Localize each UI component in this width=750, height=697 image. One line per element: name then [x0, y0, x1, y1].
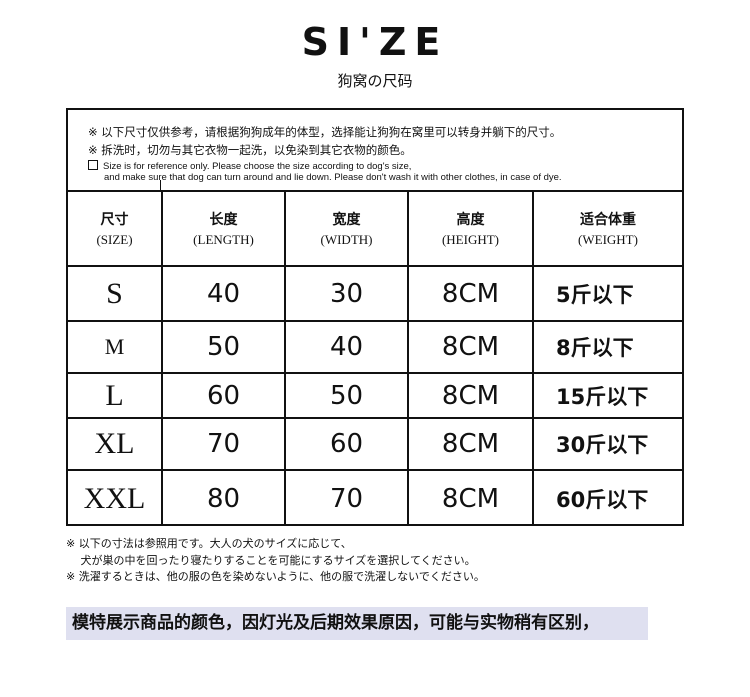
cell-height: 8CM [407, 320, 534, 374]
header-weight: 适合体重 (WEIGHT) [532, 190, 682, 267]
cell-size: XXL [68, 469, 163, 526]
header-en: (WIDTH) [320, 232, 373, 247]
header-cn: 长度 [209, 212, 238, 228]
table-row: XL 70 60 8CM 30斤以下 [68, 417, 682, 471]
header-cn: 高度 [456, 212, 485, 228]
note-en: Size is for reference only. Please choos… [88, 160, 562, 183]
cell-width: 60 [284, 417, 409, 471]
page-title: SI'ZE [301, 20, 449, 64]
divider-tick [160, 180, 161, 190]
notes-section: ※ 以下尺寸仅供参考，请根据狗狗成年的体型，选择能让狗狗在窝里可以转身并躺下的尺… [68, 110, 682, 192]
cell-height: 8CM [407, 417, 534, 471]
cell-height: 8CM [407, 265, 534, 322]
header-en: (LENGTH) [193, 232, 254, 247]
cell-size: M [68, 320, 163, 374]
cell-height: 8CM [407, 469, 534, 526]
size-table: 尺寸 (SIZE) 长度 (LENGTH) 宽度 (WIDTH) 高度 (HEIGHT)… [68, 190, 682, 526]
cell-length: 70 [161, 417, 286, 471]
header-cn: 尺寸 [100, 212, 129, 228]
cell-width: 40 [284, 320, 409, 374]
cell-length: 60 [161, 372, 286, 419]
cell-weight: 60斤以下 [532, 469, 682, 526]
header-height: 高度 (HEIGHT) [407, 190, 534, 267]
table-row: M 50 40 8CM 8斤以下 [68, 320, 682, 374]
header-cn: 宽度 [332, 212, 361, 228]
cell-weight: 15斤以下 [532, 372, 682, 419]
cell-length: 50 [161, 320, 286, 374]
jp-note-1: ※ 以下の寸法は参照用です。大人の犬のサイズに応じて、 [66, 537, 352, 550]
table-row: L 60 50 8CM 15斤以下 [68, 372, 682, 419]
size-table-box: ※ 以下尺寸仅供参考，请根据狗狗成年的体型，选择能让狗狗在窝里可以转身并躺下的尺… [66, 108, 684, 526]
table-row: XXL 80 70 8CM 60斤以下 [68, 469, 682, 526]
header-cn: 适合体重 [580, 212, 636, 228]
checkbox-square-icon [88, 160, 98, 170]
note-cn-2: ※ 拆洗时，切勿与其它衣物一起洗，以免染到其它衣物的颜色。 [88, 143, 412, 157]
header-length: 长度 (LENGTH) [161, 190, 286, 267]
cell-width: 70 [284, 469, 409, 526]
cell-length: 40 [161, 265, 286, 322]
cell-weight: 30斤以下 [532, 417, 682, 471]
header-en: (HEIGHT) [441, 232, 500, 247]
table-row: S 40 30 8CM 5斤以下 [68, 265, 682, 322]
table-header-row: 尺寸 (SIZE) 长度 (LENGTH) 宽度 (WIDTH) 高度 (HEIGHT)… [68, 190, 682, 267]
cell-size: L [68, 372, 163, 419]
header-en: (SIZE) [96, 232, 133, 247]
header-en: (WEIGHT) [578, 232, 638, 247]
page-subtitle: 狗窝の尺码 [337, 72, 413, 90]
header-size: 尺寸 (SIZE) [68, 190, 163, 267]
note-en-2: and make sure that dog can turn around a… [104, 172, 562, 183]
header-width: 宽度 (WIDTH) [284, 190, 409, 267]
cell-width: 50 [284, 372, 409, 419]
note-en-1: Size is for reference only. Please choos… [103, 161, 412, 172]
note-cn-1: ※ 以下尺寸仅供参考，请根据狗狗成年的体型，选择能让狗狗在窝里可以转身并躺下的尺… [88, 125, 562, 139]
color-disclaimer-banner: 模特展示商品的颜色，因灯光及后期效果原因，可能与实物稍有区别， [66, 607, 648, 640]
jp-note-3: ※ 洗濯するときは、他の服の色を染めないように、他の服で洗濯しないでください。 [66, 570, 485, 583]
cell-size: XL [68, 417, 163, 471]
jp-note-2: 犬が巣の中を回ったり寝たりすることを可能にするサイズを選択してください。 [66, 554, 476, 567]
cell-height: 8CM [407, 372, 534, 419]
cell-size: S [68, 265, 163, 322]
cell-weight: 5斤以下 [532, 265, 682, 322]
cell-length: 80 [161, 469, 286, 526]
cell-width: 30 [284, 265, 409, 322]
cell-weight: 8斤以下 [532, 320, 682, 374]
